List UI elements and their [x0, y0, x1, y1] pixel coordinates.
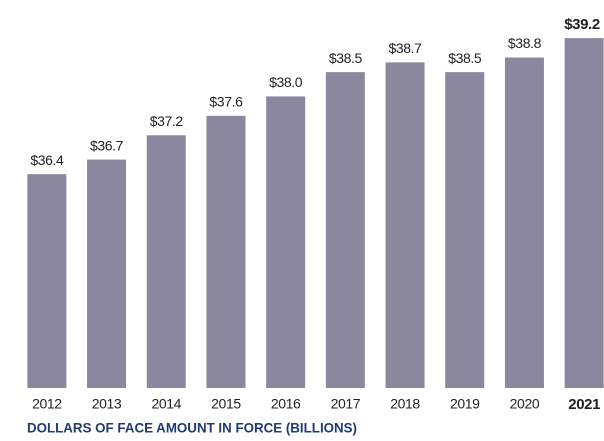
- bar: [325, 72, 365, 388]
- data-label: $36.4: [30, 152, 64, 168]
- bar: [87, 159, 127, 388]
- bar: [445, 72, 485, 388]
- data-label: $37.2: [150, 113, 184, 129]
- data-label: $36.7: [90, 137, 124, 153]
- x-tick-label: 2018: [390, 396, 420, 412]
- bar: [206, 115, 246, 388]
- data-label: $38.5: [448, 50, 482, 66]
- bar: [146, 135, 186, 388]
- x-tick-label: 2012: [32, 396, 62, 412]
- x-tick-label: 2013: [92, 396, 122, 412]
- bar: [266, 96, 306, 389]
- data-label: $38.7: [389, 40, 423, 56]
- data-label: $38.0: [269, 74, 303, 90]
- data-label: $39.2: [564, 16, 600, 33]
- x-tick-label: 2021: [568, 396, 600, 413]
- x-tick-label: 2017: [331, 396, 361, 412]
- chart-title: DOLLARS OF FACE AMOUNT IN FORCE (BILLION…: [27, 420, 357, 436]
- data-label: $38.8: [508, 35, 542, 51]
- bar: [564, 38, 604, 389]
- data-label: $38.5: [329, 50, 363, 66]
- x-tick-label: 2016: [271, 396, 301, 412]
- bar: [27, 174, 67, 388]
- bar: [504, 57, 544, 389]
- x-tick-label: 2014: [151, 396, 181, 412]
- x-tick-label: 2020: [510, 396, 540, 412]
- x-tick-label: 2019: [450, 396, 480, 412]
- x-tick-label: 2015: [211, 396, 241, 412]
- bar: [385, 62, 425, 388]
- data-label: $37.6: [209, 94, 243, 110]
